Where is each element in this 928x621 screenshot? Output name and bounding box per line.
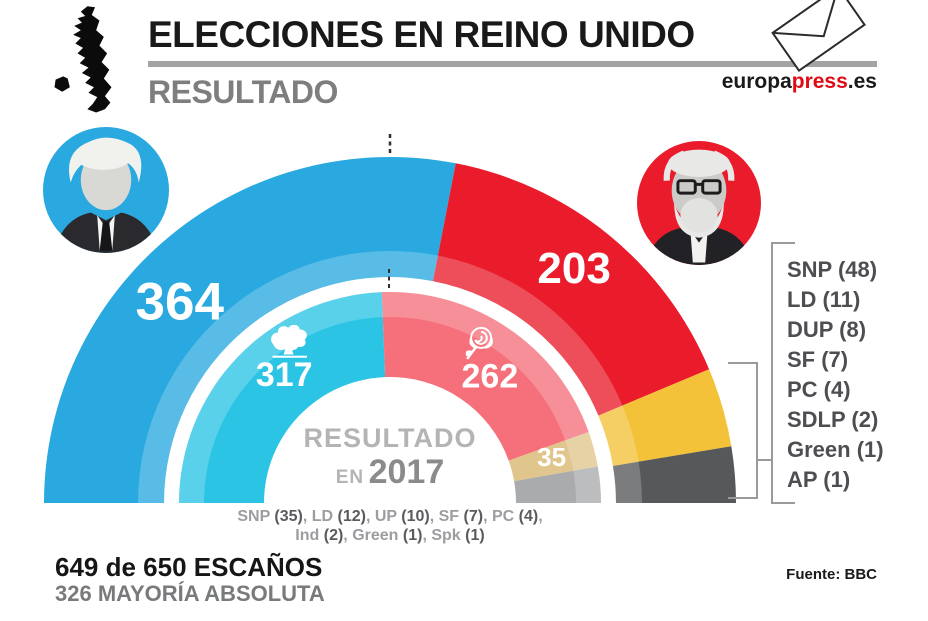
- arc-2019-others: [612, 446, 736, 503]
- footnote-party: PC: [491, 508, 519, 525]
- source-label: Fuente: BBC: [786, 566, 877, 583]
- legend-item: SF (7): [787, 347, 849, 372]
- footnote-party: ,: [343, 526, 353, 544]
- seat-count-2019-conservative: 364: [136, 272, 225, 331]
- brand-es: .es: [847, 70, 877, 93]
- arc-segments-bracket: [728, 362, 772, 499]
- seat-count-2019-labour: 203: [537, 244, 610, 293]
- footnote-line-2: Ind (2), Green (1), Spk (1): [140, 527, 640, 546]
- page-subtitle: RESULTADO: [148, 74, 338, 110]
- footnote-line-1: SNP (35), LD (12), UP (10), SF (7), PC (…: [140, 508, 640, 527]
- footnote-2017-parties: SNP (35), LD (12), UP (10), SF (7), PC (…: [140, 508, 640, 545]
- arc-2017-snp: [508, 432, 598, 482]
- footnote-party: Green: [352, 526, 403, 544]
- footnote-party: ,: [483, 508, 492, 525]
- brand-europa: europa: [721, 70, 792, 93]
- arc-2017-others: [514, 466, 601, 503]
- footnote-seats: (4): [518, 508, 539, 525]
- footnote-seats: (7): [463, 508, 484, 525]
- arc-2017-conservative: [179, 292, 386, 503]
- inner-ring-highlight: [179, 291, 601, 504]
- page-title: ELECCIONES EN REINO UNIDO: [148, 14, 695, 55]
- footnote-seats: (35): [274, 508, 303, 525]
- legend-item: DUP (8): [787, 317, 867, 342]
- legend-item: SNP (48): [787, 257, 878, 282]
- footnote-party: ,: [422, 526, 432, 544]
- footnote-party: UP: [374, 508, 402, 525]
- jeremy-corbyn-silhouette: [644, 149, 754, 265]
- footnote-seats: (10): [401, 508, 430, 525]
- footnote-seats: (12): [337, 508, 366, 525]
- footnote-party: SF: [438, 508, 464, 525]
- header-divider: [148, 61, 877, 67]
- arc-2019-snp: [598, 369, 732, 466]
- footnote-party: ,: [302, 508, 312, 525]
- footnote-seats: (1): [402, 526, 423, 544]
- footnote-seats: (1): [465, 526, 485, 544]
- ballot-envelope-icon: [771, 0, 866, 72]
- legend-item: LD (11): [787, 287, 861, 312]
- outer-ring-highlight: [138, 250, 642, 504]
- seat-count-2017-labour: 262: [462, 358, 519, 396]
- seat-count-2017-snp: 35: [537, 442, 566, 472]
- legend-item: AP (1): [787, 467, 851, 492]
- seat-count-2017-conservative: 317: [256, 356, 313, 394]
- boris-johnson-photo: [43, 127, 169, 253]
- boris-johnson-silhouette: [53, 137, 159, 253]
- brand-press: press: [791, 70, 848, 93]
- small-parties-legend: SNP (48) LD (11) DUP (8) SF (7) PC (4) SDLP (…: [787, 255, 884, 495]
- absolute-majority-label: 326 MAYORÍA ABSOLUTA: [55, 581, 325, 606]
- brand-logo: europapress.es: [722, 70, 877, 94]
- arc-2019-conservative: [44, 157, 456, 503]
- footnote-party: ,: [429, 508, 439, 525]
- inner-ring-caption: RESULTADO EN 2017: [270, 424, 510, 491]
- jeremy-corbyn-photo: [637, 141, 761, 265]
- uk-map-icon: [54, 6, 112, 113]
- footnote-party: ,: [538, 508, 543, 525]
- arc-2017-labour: [381, 292, 589, 461]
- arc-2019-labour: [432, 163, 710, 416]
- footnote-party: ,: [365, 508, 375, 525]
- footnote-party: Spk: [431, 526, 466, 544]
- legend-item: PC (4): [787, 377, 851, 402]
- total-seats-label: 649 de 650 ESCAÑOS: [55, 552, 323, 582]
- footnote-party: Ind: [295, 526, 324, 544]
- inner-ring-caption-en: EN: [335, 467, 365, 489]
- footnote-seats: (2): [323, 526, 344, 544]
- inner-ring-caption-year: 2017: [368, 453, 445, 492]
- legend-item: Green (1): [787, 437, 884, 462]
- legend-item: SDLP (2): [787, 407, 879, 432]
- legend-bracket: [771, 242, 795, 504]
- inner-ring-caption-line1: RESULTADO: [303, 423, 477, 453]
- footnote-party: SNP: [237, 508, 275, 525]
- footnote-party: LD: [311, 508, 338, 525]
